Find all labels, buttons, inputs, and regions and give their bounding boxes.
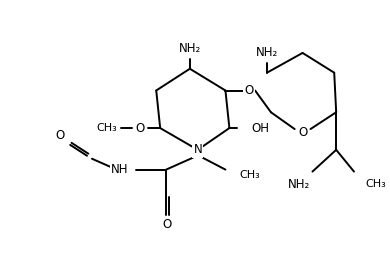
Text: OH: OH [251,122,269,134]
Text: O: O [56,130,65,143]
Text: NH₂: NH₂ [287,178,310,191]
Text: NH₂: NH₂ [256,46,278,59]
Text: O: O [136,122,145,134]
Text: CH₃: CH₃ [366,180,386,190]
Text: NH: NH [111,163,129,176]
Text: NH₂: NH₂ [179,42,201,55]
Text: O: O [298,126,307,139]
Text: CH₃: CH₃ [239,170,260,180]
Text: O: O [163,218,172,231]
Text: CH₃: CH₃ [96,123,117,133]
Text: O: O [245,84,254,97]
Text: N: N [193,143,202,156]
